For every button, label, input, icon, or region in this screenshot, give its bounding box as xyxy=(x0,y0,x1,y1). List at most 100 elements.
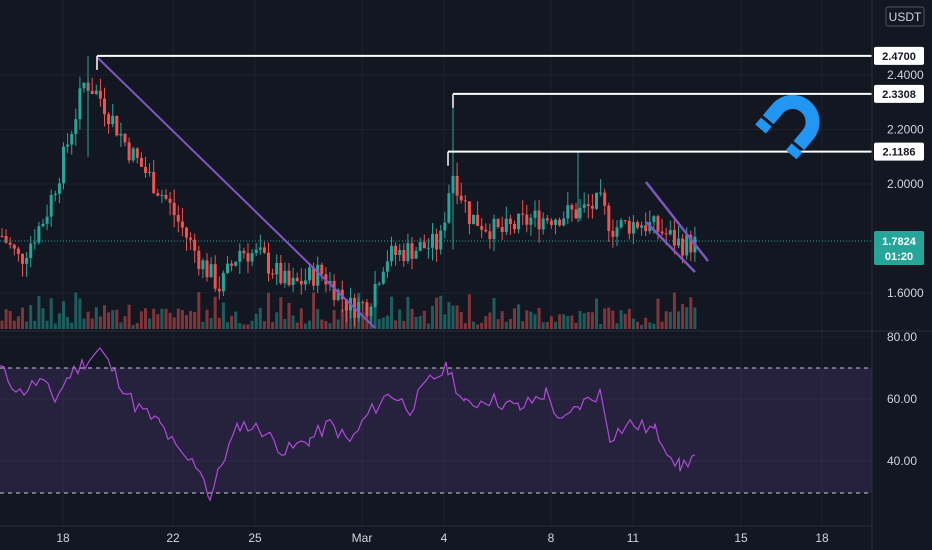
candle-body xyxy=(640,225,644,228)
channel-upper-line xyxy=(645,181,709,262)
volume-bar xyxy=(271,322,275,329)
volume-bar xyxy=(467,294,471,329)
volume-bar xyxy=(611,310,615,329)
volume-bar xyxy=(152,308,156,329)
candle-body xyxy=(525,214,529,225)
volume-bars xyxy=(0,292,697,329)
candle-body xyxy=(480,225,484,230)
volume-bar xyxy=(37,296,41,329)
candle-body xyxy=(57,183,61,194)
candle-body xyxy=(127,142,131,161)
candle-body xyxy=(340,289,344,300)
candle-body xyxy=(205,260,209,278)
candle-body xyxy=(558,219,562,226)
volume-bar xyxy=(226,322,229,329)
candle-body xyxy=(250,252,254,262)
candle-body xyxy=(369,306,373,316)
volume-bar xyxy=(234,311,238,329)
volume-bar xyxy=(316,309,320,329)
candle-body xyxy=(660,231,664,234)
price-level-label: 2.3308 xyxy=(882,89,916,101)
level-labels: 2.4700 2.3308 2.1186 xyxy=(874,46,924,161)
time-tick-label: 15 xyxy=(734,531,748,545)
candle-body xyxy=(554,219,557,226)
candle-body xyxy=(541,218,545,230)
volume-bar xyxy=(78,298,82,329)
candle-body xyxy=(12,244,16,249)
candle-body xyxy=(365,302,369,316)
candle-body xyxy=(37,226,41,243)
volume-bar xyxy=(283,318,287,329)
price-tick-label: 2.0000 xyxy=(887,177,924,191)
volume-bar xyxy=(70,322,74,329)
candle-body xyxy=(467,201,471,225)
volume-bar xyxy=(221,302,225,329)
candle-body xyxy=(545,218,549,221)
candle-body xyxy=(361,302,365,304)
candle-body xyxy=(570,205,574,210)
oscillator-tick-label: 60.00 xyxy=(887,392,917,406)
candle-body xyxy=(513,224,516,230)
candle-body xyxy=(119,133,123,136)
oscillator-tick-label: 80.00 xyxy=(887,330,917,344)
candle-body xyxy=(611,230,615,237)
candle-body xyxy=(135,148,139,158)
candle-body xyxy=(472,214,475,225)
candle-body xyxy=(295,277,299,281)
candle-body xyxy=(447,193,451,223)
candle-body xyxy=(599,192,603,194)
volume-bar xyxy=(652,323,656,329)
candle-body xyxy=(291,277,295,286)
candle-body xyxy=(537,210,541,230)
volume-bar xyxy=(185,315,188,329)
oscillator-line xyxy=(0,346,696,502)
volume-bar xyxy=(164,308,168,329)
time-tick-label: 22 xyxy=(166,531,180,545)
volume-bar xyxy=(521,321,525,329)
candle-body xyxy=(631,222,635,234)
candle-body xyxy=(271,273,275,275)
oscillator-band xyxy=(0,368,872,493)
volume-bar xyxy=(418,316,422,329)
volume-bar xyxy=(49,298,53,329)
candle-body xyxy=(685,234,689,256)
volume-bar xyxy=(16,316,20,329)
price-tick-label: 2.2000 xyxy=(887,123,924,137)
candle-body xyxy=(652,216,656,223)
candle-body xyxy=(234,261,238,266)
oscillator-tick-label: 40.00 xyxy=(887,454,917,468)
candle-body xyxy=(459,195,463,201)
volume-bar xyxy=(672,292,676,329)
volume-bar xyxy=(410,308,414,329)
volume-bar xyxy=(107,312,111,329)
candle-body xyxy=(111,115,115,125)
candle-body xyxy=(488,231,492,240)
candle-body xyxy=(562,218,566,226)
volume-bar xyxy=(111,310,115,329)
candle-body xyxy=(496,218,500,227)
candle-body xyxy=(443,222,447,231)
volume-bar xyxy=(443,314,447,329)
candle-body xyxy=(357,302,361,318)
candle-body xyxy=(644,225,648,232)
volume-bar xyxy=(685,307,689,329)
candle-body xyxy=(279,263,283,284)
volume-bar xyxy=(156,314,160,329)
currency-badge[interactable] xyxy=(885,6,925,27)
oscillator-series xyxy=(0,346,696,502)
volume-bar xyxy=(648,322,652,329)
volume-bar xyxy=(578,310,582,329)
volume-bar xyxy=(201,321,205,329)
volume-bar xyxy=(496,319,500,329)
candles xyxy=(0,55,697,327)
price-axis: 2.4000 2.2000 2.0000 1.6000 xyxy=(887,68,924,300)
candle-body xyxy=(672,230,676,246)
candle-body xyxy=(29,243,33,259)
volume-bar xyxy=(135,323,139,329)
volume-bar xyxy=(340,309,344,329)
volume-bar xyxy=(500,311,504,329)
price-level-tag xyxy=(874,84,924,103)
candle-body xyxy=(582,204,586,208)
volume-bar xyxy=(426,323,430,329)
